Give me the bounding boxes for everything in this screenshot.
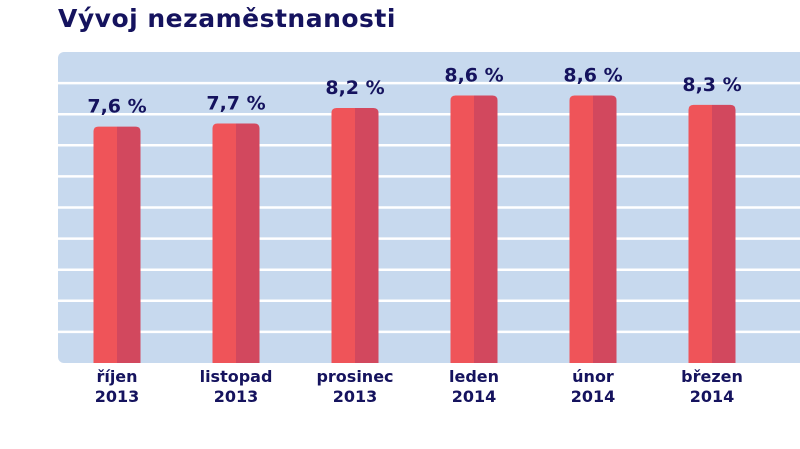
chart-title: Vývoj nezaměstnanosti — [58, 4, 396, 33]
data-label: 8,2 % — [325, 77, 384, 99]
bar-right-half — [355, 107, 379, 363]
data-label: 7,6 % — [87, 96, 146, 118]
data-label: 8,6 % — [444, 65, 503, 87]
data-label: 8,6 % — [563, 65, 622, 87]
x-tick-label-year: 2014 — [690, 387, 735, 406]
data-label: 7,7 % — [206, 93, 265, 115]
bar-left-half — [569, 95, 593, 363]
x-tick-label-year: 2013 — [95, 387, 140, 406]
bar-left-half — [688, 104, 712, 364]
bar-left-half — [212, 123, 236, 363]
bar-left-half — [450, 95, 474, 363]
bar-right-half — [712, 104, 736, 364]
bar-left-half — [331, 107, 355, 363]
x-tick-label-month: březen — [681, 367, 743, 386]
bar-right-half — [117, 126, 141, 363]
x-tick-label-year: 2014 — [571, 387, 616, 406]
bar-right-half — [474, 95, 498, 363]
bar-right-half — [236, 123, 260, 363]
data-label: 8,3 % — [682, 74, 741, 96]
x-tick-label-month: únor — [572, 367, 614, 386]
bar-left-half — [93, 126, 117, 363]
x-tick-label-year: 2014 — [452, 387, 497, 406]
x-tick-label-year: 2013 — [214, 387, 259, 406]
x-tick-label-month: říjen — [96, 367, 137, 386]
x-tick-label-month: prosinec — [316, 367, 393, 386]
x-tick-label-year: 2013 — [333, 387, 378, 406]
x-tick-label-month: listopad — [200, 367, 273, 386]
x-tick-label-month: leden — [449, 367, 499, 386]
bar-right-half — [593, 95, 617, 363]
